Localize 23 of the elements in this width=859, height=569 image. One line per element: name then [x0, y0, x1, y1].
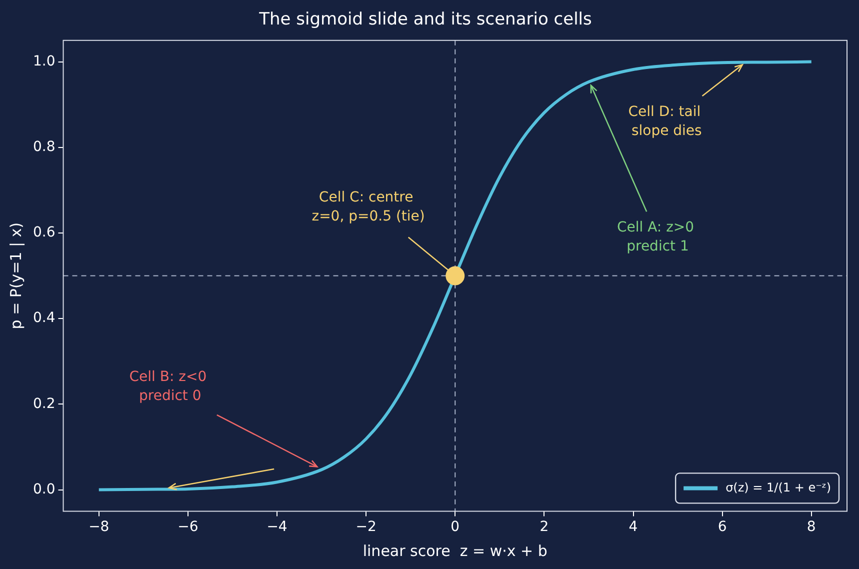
annotation: Cell D: tail slope dies — [627, 104, 702, 139]
y-tick-label: 0.6 — [33, 224, 56, 241]
x-tick-label: 8 — [806, 519, 816, 536]
x-tick-label: 4 — [628, 519, 638, 536]
chart-title: The sigmoid slide and its scenario cells — [258, 10, 592, 30]
x-axis-title: linear score z = w·x + b — [362, 542, 548, 560]
annotation: Cell C: centre z=0, p=0.5 (tie) — [307, 189, 425, 224]
annotation: Cell A: z>0 predict 1 — [616, 219, 694, 254]
y-tick-label: 0.0 — [33, 481, 56, 498]
legend-label: σ(z) = 1/(1 + e⁻ᶻ) — [726, 480, 831, 494]
x-tick-label: 2 — [540, 519, 549, 536]
x-tick-label: −8 — [88, 519, 110, 536]
annotation: Cell B: z<0 predict 0 — [129, 369, 207, 404]
x-tick-label: 6 — [718, 519, 727, 536]
y-tick-label: 0.4 — [33, 310, 56, 326]
x-tick-label: −4 — [266, 519, 288, 536]
x-tick-label: −2 — [356, 519, 376, 536]
y-tick-label: 1.0 — [33, 53, 56, 70]
y-tick-label: 0.8 — [33, 139, 56, 156]
y-axis-title: p = P(y=1 | x) — [6, 222, 25, 330]
x-tick-label: 0 — [450, 519, 460, 536]
x-tick-label: −6 — [178, 519, 198, 536]
y-tick-label: 0.2 — [33, 396, 56, 412]
